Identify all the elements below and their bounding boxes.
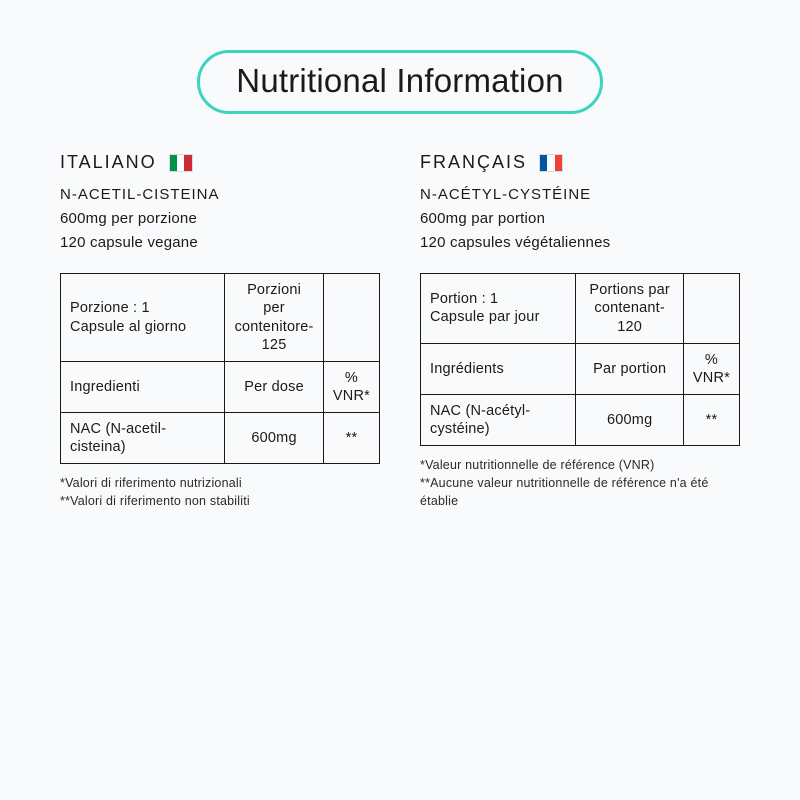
lang-header-fr: FRANÇAIS bbox=[420, 152, 740, 173]
product-name: N-ACETIL-CISTEINA bbox=[60, 183, 380, 207]
per-dose-header: Par portion bbox=[576, 343, 684, 394]
dose-line: 600mg par portion bbox=[420, 207, 740, 231]
ingredient-cell: NAC (N-acétyl-cystéine) bbox=[421, 394, 576, 445]
vnr-header: % VNR* bbox=[683, 343, 739, 394]
title-row: Nutritional Information bbox=[60, 50, 740, 114]
dose-line: 600mg per porzione bbox=[60, 207, 380, 231]
per-dose-header: Per dose bbox=[225, 361, 324, 412]
footnotes-fr: *Valeur nutritionnelle de référence (VNR… bbox=[420, 456, 740, 510]
footnote-line: **Aucune valeur nutritionnelle de référe… bbox=[420, 474, 740, 510]
servings-per-cell: Porzioni per contenitore- 125 bbox=[225, 274, 324, 362]
product-block-it: N-ACETIL-CISTEINA 600mg per porzione 120… bbox=[60, 183, 380, 255]
footnotes-it: *Valori di riferimento nutrizionali **Va… bbox=[60, 474, 380, 510]
ingredients-header: Ingredienti bbox=[61, 361, 225, 412]
info-table-it: Porzione : 1 Capsule al giorno Porzioni … bbox=[60, 273, 380, 464]
serving-cell: Portion : 1 Capsule par jour bbox=[421, 274, 576, 343]
lang-header-it: ITALIANO bbox=[60, 152, 380, 173]
amount-cell: 600mg bbox=[225, 413, 324, 464]
page-title: Nutritional Information bbox=[197, 50, 602, 114]
count-line: 120 capsules végétaliennes bbox=[420, 231, 740, 255]
vnr-cell: ** bbox=[683, 394, 739, 445]
flag-it-icon bbox=[169, 154, 193, 172]
footnote-line: **Valori di riferimento non stabiliti bbox=[60, 492, 380, 510]
col-italiano: ITALIANO N-ACETIL-CISTEINA 600mg per por… bbox=[60, 152, 380, 510]
lang-label: ITALIANO bbox=[60, 152, 157, 173]
empty-cell bbox=[323, 274, 379, 362]
table-row: NAC (N-acetil-cisteina) 600mg ** bbox=[61, 413, 380, 464]
amount-cell: 600mg bbox=[576, 394, 684, 445]
product-block-fr: N-ACÉTYL-CYSTÉINE 600mg par portion 120 … bbox=[420, 183, 740, 255]
table-row: Ingredienti Per dose % VNR* bbox=[61, 361, 380, 412]
servings-per-cell: Portions par contenant-120 bbox=[576, 274, 684, 343]
lang-label: FRANÇAIS bbox=[420, 152, 527, 173]
empty-cell bbox=[683, 274, 739, 343]
col-francais: FRANÇAIS N-ACÉTYL-CYSTÉINE 600mg par por… bbox=[420, 152, 740, 510]
ingredient-cell: NAC (N-acetil-cisteina) bbox=[61, 413, 225, 464]
flag-fr-icon bbox=[539, 154, 563, 172]
vnr-header: % VNR* bbox=[323, 361, 379, 412]
table-row: Ingrédients Par portion % VNR* bbox=[421, 343, 740, 394]
table-row: NAC (N-acétyl-cystéine) 600mg ** bbox=[421, 394, 740, 445]
footnote-line: *Valori di riferimento nutrizionali bbox=[60, 474, 380, 492]
table-row: Porzione : 1 Capsule al giorno Porzioni … bbox=[61, 274, 380, 362]
serving-cell: Porzione : 1 Capsule al giorno bbox=[61, 274, 225, 362]
table-row: Portion : 1 Capsule par jour Portions pa… bbox=[421, 274, 740, 343]
ingredients-header: Ingrédients bbox=[421, 343, 576, 394]
product-name: N-ACÉTYL-CYSTÉINE bbox=[420, 183, 740, 207]
count-line: 120 capsule vegane bbox=[60, 231, 380, 255]
info-table-fr: Portion : 1 Capsule par jour Portions pa… bbox=[420, 273, 740, 446]
columns: ITALIANO N-ACETIL-CISTEINA 600mg per por… bbox=[60, 152, 740, 510]
footnote-line: *Valeur nutritionnelle de référence (VNR… bbox=[420, 456, 740, 474]
vnr-cell: ** bbox=[323, 413, 379, 464]
